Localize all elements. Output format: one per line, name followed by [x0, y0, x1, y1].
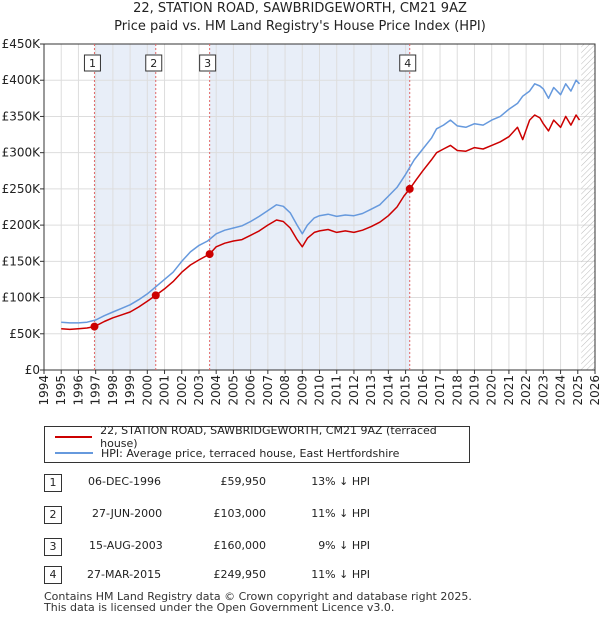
x-tick-label: 2014 [381, 375, 395, 406]
x-tick-label: 2013 [364, 375, 378, 406]
x-tick-label: 2011 [330, 375, 344, 406]
row-number-badge: 3 [44, 538, 62, 556]
sale-number-box [145, 54, 163, 72]
row-hpi-diff: 9% ↓ HPI [318, 539, 370, 552]
legend-swatch-hpi [55, 452, 93, 454]
y-tick-label: £350K [2, 109, 42, 123]
x-tick-label: 1998 [106, 375, 120, 406]
x-tick-label: 2022 [519, 375, 533, 406]
chart-legend: 22, STATION ROAD, SAWBRIDGEWORTH, CM21 9… [44, 424, 470, 463]
x-tick-label: 2018 [450, 375, 464, 406]
forecast-hatch [581, 44, 595, 370]
x-tick-label: 2023 [536, 375, 550, 406]
price-chart: 1 2 3 4 £0 £50K £100K £150K £200K £250K £300K £350… [2, 37, 600, 406]
row-number-badge: 2 [44, 506, 62, 524]
sale-point-marker [405, 184, 414, 193]
x-tick-label: 2002 [175, 375, 189, 406]
legend-swatch-property [55, 436, 93, 438]
sale-number-label: 4 [404, 57, 411, 70]
shaded-period [209, 44, 410, 370]
y-tick-label: £150K [2, 254, 42, 268]
row-date: 15-AUG-2003 [89, 539, 163, 552]
row-date: 27-MAR-2015 [87, 568, 162, 581]
x-tick-label: 2004 [209, 375, 223, 406]
sale-number-box [83, 54, 101, 72]
x-tick-label: 2001 [158, 375, 172, 406]
legend-label-hpi: HPI: Average price, terraced house, East… [101, 446, 400, 460]
row-price: £59,950 [220, 475, 267, 488]
row-price: £249,950 [213, 568, 267, 581]
sale-number-box [399, 54, 417, 72]
x-tick-label: 1995 [54, 375, 68, 406]
x-tick-label: 2017 [433, 375, 447, 406]
x-tick-label: 2005 [226, 375, 240, 406]
x-tick-label: 2026 [588, 375, 600, 406]
sale-point-marker [151, 291, 160, 300]
y-tick-label: £50K [9, 327, 41, 341]
row-hpi-diff: 11% ↓ HPI [311, 507, 370, 520]
row-hpi-diff: 13% ↓ HPI [311, 475, 370, 488]
y-tick-label: £200K [2, 218, 42, 232]
sale-number-box [199, 54, 217, 72]
y-tick-label: £400K [2, 73, 42, 87]
x-tick-label: 2008 [278, 375, 292, 406]
x-tick-label: 2003 [192, 375, 206, 406]
legend-label-property: 22, STATION ROAD, SAWBRIDGEWORTH, CM21 9… [100, 424, 437, 450]
x-tick-label: 2016 [416, 375, 430, 406]
y-tick-label: £100K [2, 291, 42, 305]
row-date: 06-DEC-1996 [88, 475, 162, 488]
sale-number-label: 2 [150, 57, 157, 70]
x-tick-label: 1994 [37, 375, 51, 406]
row-date: 27-JUN-2000 [92, 507, 163, 520]
x-tick-label: 2015 [399, 375, 413, 406]
sale-point-marker [205, 250, 214, 259]
legend-item-property: 22, STATION ROAD, SAWBRIDGEWORTH, CM21 9… [55, 424, 469, 450]
chart-subtitle: Price paid vs. HM Land Registry's House … [114, 19, 486, 34]
x-tick-label: 2000 [140, 375, 154, 406]
sale-point-marker [90, 322, 99, 331]
x-tick-label: 1996 [71, 375, 85, 406]
x-tick-label: 2019 [467, 375, 481, 406]
x-tick-label: 2007 [261, 375, 275, 406]
footer-copyright: Contains HM Land Registry data © Crown c… [44, 590, 472, 603]
x-tick-label: 2009 [295, 375, 309, 406]
y-tick-label: £450K [2, 37, 42, 51]
sale-number-label: 1 [89, 57, 96, 70]
y-tick-label: £0 [25, 363, 40, 377]
x-tick-label: 2025 [571, 375, 585, 406]
row-number-badge: 4 [44, 566, 62, 584]
x-tick-label: 1997 [89, 375, 103, 406]
sale-number-label: 3 [204, 57, 211, 70]
x-tick-label: 2024 [554, 375, 568, 406]
hpi-line [61, 79, 581, 324]
row-price: £160,000 [213, 539, 267, 552]
row-price: £103,000 [213, 507, 267, 520]
legend-item-hpi: HPI: Average price, terraced house, East… [55, 445, 399, 461]
row-number-badge: 1 [44, 474, 62, 492]
chart-title: 22, STATION ROAD, SAWBRIDGEWORTH, CM21 9… [133, 1, 467, 16]
property-price-line [61, 114, 581, 331]
row-hpi-diff: 11% ↓ HPI [311, 568, 370, 581]
x-tick-label: 2012 [347, 375, 361, 406]
footer-licence: This data is licensed under the Open Gov… [44, 601, 395, 614]
x-tick-label: 2006 [244, 375, 258, 406]
y-tick-label: £300K [2, 146, 42, 160]
x-tick-label: 2010 [313, 375, 327, 406]
x-tick-label: 2020 [485, 375, 499, 406]
y-tick-label: £250K [2, 182, 42, 196]
x-tick-label: 1999 [123, 375, 137, 406]
x-tick-label: 2021 [502, 375, 516, 406]
